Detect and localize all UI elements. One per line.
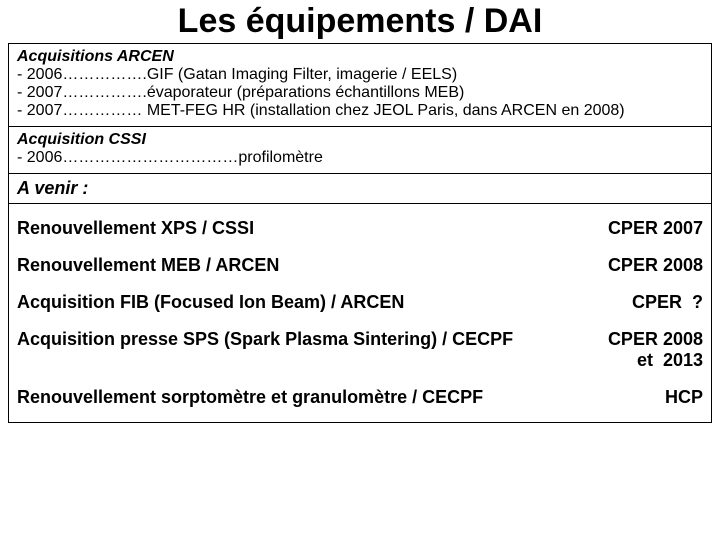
acq-arcen-line: - 2006…………….GIF (Gatan Imaging Filter, i… [17, 66, 703, 84]
upcoming-year: CPER 2007 [573, 218, 703, 239]
upcoming-row: Renouvellement XPS / CSSI CPER 2007 [17, 210, 703, 247]
upcoming-row: Renouvellement sorptomètre et granulomèt… [17, 379, 703, 416]
slide-title: Les équipements / DAI [0, 0, 720, 43]
upcoming-heading: A venir : [17, 178, 88, 198]
upcoming-row: Acquisition presse SPS (Spark Plasma Sin… [17, 321, 703, 379]
upcoming-year: CPER 2008 [573, 255, 703, 276]
upcoming-row: Renouvellement MEB / ARCEN CPER 2008 [17, 247, 703, 284]
upcoming-label: Renouvellement sorptomètre et granulomèt… [17, 387, 573, 408]
upcoming-items-box: Renouvellement XPS / CSSI CPER 2007 Reno… [8, 203, 712, 423]
acq-arcen-line: - 2007…………… MET-FEG HR (installation che… [17, 102, 703, 120]
upcoming-label: Acquisition FIB (Focused Ion Beam) / ARC… [17, 292, 573, 313]
upcoming-year: HCP [573, 387, 703, 408]
upcoming-label: Renouvellement XPS / CSSI [17, 218, 573, 239]
acq-arcen-heading: Acquisitions ARCEN [17, 48, 703, 66]
upcoming-heading-box: A venir : [8, 173, 712, 203]
slide: Les équipements / DAI Acquisitions ARCEN… [0, 0, 720, 540]
upcoming-label: Acquisition presse SPS (Spark Plasma Sin… [17, 329, 573, 350]
acq-cssi-line: - 2006……………………………profilomètre [17, 149, 703, 167]
acquisitions-arcen-box: Acquisitions ARCEN - 2006…………….GIF (Gata… [8, 43, 712, 126]
upcoming-year: CPER ? [573, 292, 703, 313]
acq-cssi-heading: Acquisition CSSI [17, 131, 703, 149]
upcoming-label: Renouvellement MEB / ARCEN [17, 255, 573, 276]
upcoming-year: CPER 2008 et 2013 [573, 329, 703, 371]
acquisition-cssi-box: Acquisition CSSI - 2006……………………………profil… [8, 126, 712, 173]
upcoming-row: Acquisition FIB (Focused Ion Beam) / ARC… [17, 284, 703, 321]
acq-arcen-line: - 2007…………….évaporateur (préparations éc… [17, 84, 703, 102]
